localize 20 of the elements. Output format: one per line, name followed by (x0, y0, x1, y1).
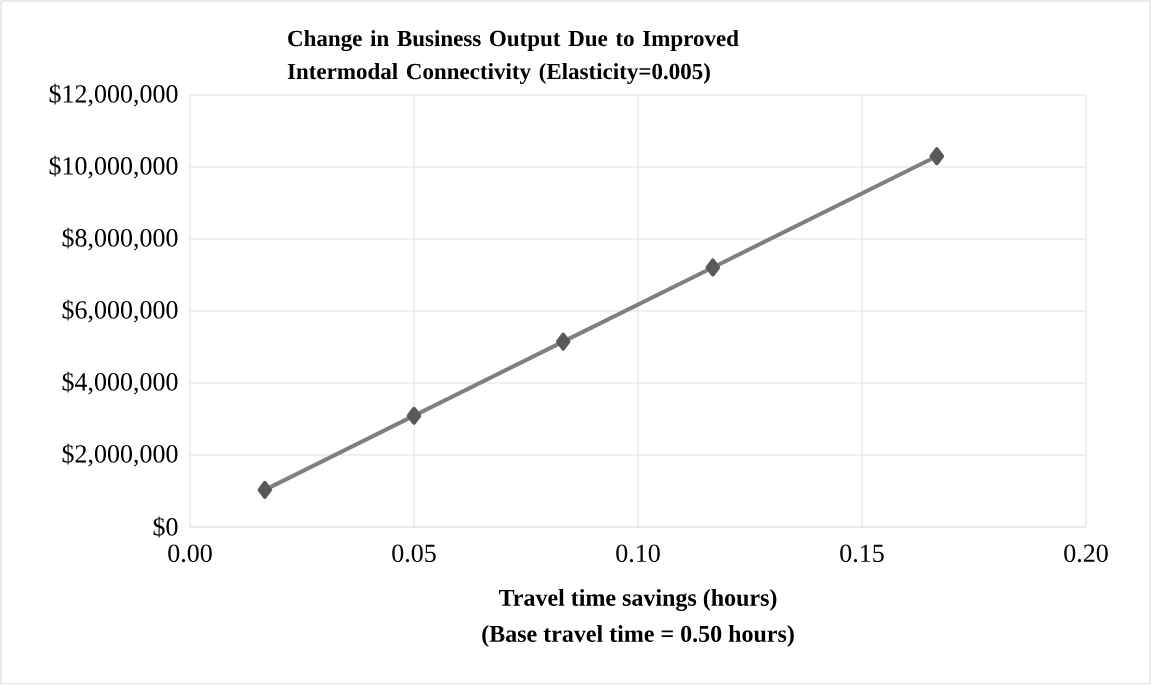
x-tick-label: 0.10 (616, 544, 660, 563)
x-tick-label: 0.20 (1064, 544, 1108, 563)
y-tick-label: $8,000,000 (62, 227, 178, 251)
point (929, 147, 945, 166)
x-axis-title: Travel time savings (hours) (498, 589, 777, 611)
x-tick-label: 0.05 (392, 544, 436, 563)
chart-title: Change in Business Output Due to Improved Intermodal Connectivity (Elasticity=0.005) (287, 30, 739, 84)
y-tick-label: $12,000,000 (49, 83, 178, 107)
point (555, 332, 571, 351)
y-tick-label: $10,000,000 (49, 155, 178, 179)
point (257, 480, 273, 499)
y-tick-label: $2,000,000 (62, 443, 178, 467)
y-tick-label: $6,000,000 (62, 299, 178, 323)
x-tick-label: 0.00 (168, 544, 212, 563)
point (406, 406, 422, 425)
y-tick-label: $4,000,000 (62, 371, 178, 395)
text: (Base travel time = 0.50 hours) (482, 625, 794, 647)
point (705, 258, 721, 277)
y-tick-label: $0 (153, 516, 178, 538)
x-tick-label: 0.15 (840, 544, 884, 563)
